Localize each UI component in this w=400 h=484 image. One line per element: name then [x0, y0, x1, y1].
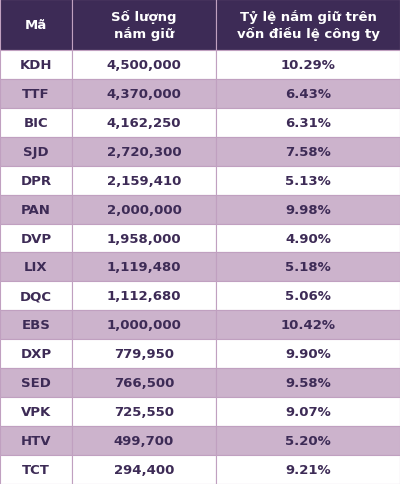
Text: 5.18%: 5.18%: [285, 261, 331, 274]
Text: 779,950: 779,950: [114, 348, 174, 361]
Bar: [216, 426, 400, 455]
Text: SJD: SJD: [23, 145, 49, 158]
Bar: [72, 195, 216, 224]
Bar: [216, 368, 400, 397]
Text: KDH: KDH: [20, 59, 52, 72]
Text: 499,700: 499,700: [114, 434, 174, 447]
Bar: [72, 224, 216, 253]
Text: Mã: Mã: [25, 19, 47, 32]
Text: DXP: DXP: [20, 348, 52, 361]
Bar: [216, 397, 400, 426]
Bar: [216, 51, 400, 80]
Bar: [0, 108, 72, 137]
Bar: [216, 195, 400, 224]
Bar: [72, 311, 216, 340]
Text: 9.07%: 9.07%: [285, 405, 331, 418]
Text: Tỷ lệ nắm giữ trên
vốn điều lệ công ty: Tỷ lệ nắm giữ trên vốn điều lệ công ty: [236, 10, 380, 41]
Text: 9.58%: 9.58%: [285, 377, 331, 390]
Text: EBS: EBS: [22, 318, 50, 332]
Text: 2,000,000: 2,000,000: [106, 203, 182, 216]
Text: Số lượng
nắm giữ: Số lượng nắm giữ: [111, 10, 177, 41]
Bar: [0, 0, 72, 51]
Bar: [72, 51, 216, 80]
Text: 9.98%: 9.98%: [285, 203, 331, 216]
Text: 294,400: 294,400: [114, 463, 174, 476]
Bar: [0, 137, 72, 166]
Text: 2,720,300: 2,720,300: [107, 145, 181, 158]
Bar: [216, 282, 400, 311]
Bar: [216, 137, 400, 166]
Bar: [72, 80, 216, 108]
Text: 2,159,410: 2,159,410: [107, 174, 181, 187]
Bar: [216, 108, 400, 137]
Bar: [72, 340, 216, 368]
Text: 9.21%: 9.21%: [285, 463, 331, 476]
Bar: [0, 426, 72, 455]
Text: VPK: VPK: [21, 405, 51, 418]
Bar: [0, 195, 72, 224]
Bar: [216, 0, 400, 51]
Text: SED: SED: [21, 377, 51, 390]
Text: BIC: BIC: [24, 117, 48, 130]
Text: 725,550: 725,550: [114, 405, 174, 418]
Bar: [72, 253, 216, 282]
Text: 6.43%: 6.43%: [285, 88, 331, 101]
Bar: [216, 311, 400, 340]
Text: 7.58%: 7.58%: [285, 145, 331, 158]
Bar: [0, 397, 72, 426]
Text: 5.06%: 5.06%: [285, 290, 331, 303]
Bar: [72, 0, 216, 51]
Bar: [72, 137, 216, 166]
Text: TCT: TCT: [22, 463, 50, 476]
Text: TTF: TTF: [22, 88, 50, 101]
Text: DVP: DVP: [20, 232, 52, 245]
Text: PAN: PAN: [21, 203, 51, 216]
Text: LIX: LIX: [24, 261, 48, 274]
Text: 4.90%: 4.90%: [285, 232, 331, 245]
Bar: [0, 455, 72, 484]
Text: 1,000,000: 1,000,000: [106, 318, 182, 332]
Bar: [216, 455, 400, 484]
Text: 10.42%: 10.42%: [280, 318, 336, 332]
Text: 4,370,000: 4,370,000: [106, 88, 182, 101]
Bar: [0, 368, 72, 397]
Bar: [0, 311, 72, 340]
Text: 5.20%: 5.20%: [285, 434, 331, 447]
Text: DQC: DQC: [20, 290, 52, 303]
Text: 9.90%: 9.90%: [285, 348, 331, 361]
Bar: [0, 80, 72, 108]
Text: 4,500,000: 4,500,000: [106, 59, 182, 72]
Bar: [216, 80, 400, 108]
Text: HTV: HTV: [21, 434, 51, 447]
Text: 766,500: 766,500: [114, 377, 174, 390]
Bar: [72, 455, 216, 484]
Bar: [72, 108, 216, 137]
Text: 10.29%: 10.29%: [280, 59, 336, 72]
Bar: [0, 253, 72, 282]
Text: 1,958,000: 1,958,000: [107, 232, 181, 245]
Text: DPR: DPR: [20, 174, 52, 187]
Text: 4,162,250: 4,162,250: [107, 117, 181, 130]
Bar: [0, 166, 72, 195]
Text: 1,119,480: 1,119,480: [107, 261, 181, 274]
Bar: [72, 166, 216, 195]
Text: 5.13%: 5.13%: [285, 174, 331, 187]
Text: 6.31%: 6.31%: [285, 117, 331, 130]
Bar: [0, 51, 72, 80]
Bar: [216, 166, 400, 195]
Bar: [72, 282, 216, 311]
Bar: [216, 340, 400, 368]
Bar: [0, 282, 72, 311]
Bar: [72, 368, 216, 397]
Bar: [0, 224, 72, 253]
Bar: [72, 426, 216, 455]
Bar: [216, 253, 400, 282]
Bar: [0, 340, 72, 368]
Bar: [216, 224, 400, 253]
Text: 1,112,680: 1,112,680: [107, 290, 181, 303]
Bar: [72, 397, 216, 426]
